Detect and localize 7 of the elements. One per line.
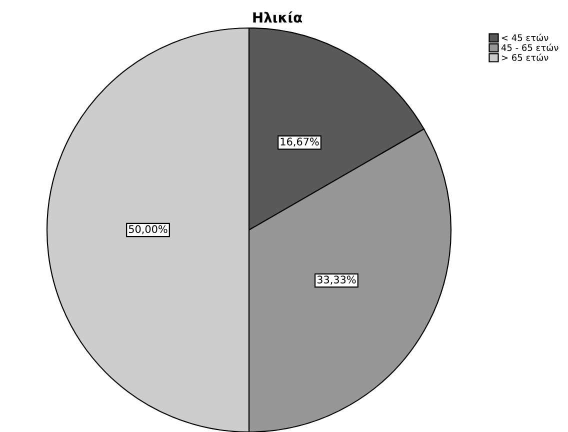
- legend-label: < 45 ετών: [502, 34, 548, 42]
- data-label: 33,33%: [317, 276, 356, 285]
- chart-title: Ηλικία: [253, 11, 302, 23]
- data-label: 50,00%: [128, 225, 168, 234]
- legend-label: 45 - 65 ετών: [501, 44, 558, 52]
- legend-label: > 65 ετών: [502, 54, 548, 61]
- data-label: 16,67%: [280, 138, 319, 147]
